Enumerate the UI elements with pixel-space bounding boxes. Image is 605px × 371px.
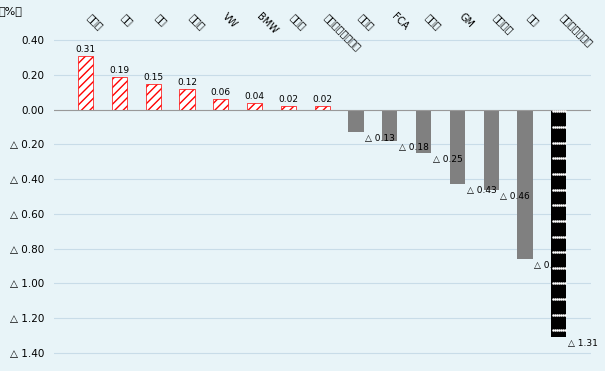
Y-axis label: （%）: （%） [0, 6, 22, 16]
Bar [416, 110, 431, 153]
Text: 0.15: 0.15 [143, 73, 163, 82]
Bar [78, 56, 93, 110]
Bar [146, 83, 161, 110]
Text: 0.12: 0.12 [177, 78, 197, 87]
Text: 0.19: 0.19 [110, 66, 129, 75]
Text: 0.02: 0.02 [312, 95, 332, 104]
Text: △ 0.25: △ 0.25 [433, 155, 463, 164]
Text: △ 0.46: △ 0.46 [500, 192, 530, 201]
Bar [315, 106, 330, 110]
Text: 0.31: 0.31 [76, 45, 96, 54]
Text: △ 0.13: △ 0.13 [365, 134, 395, 143]
Text: △ 0.18: △ 0.18 [399, 143, 429, 152]
Bar [180, 89, 195, 110]
Bar [213, 99, 229, 110]
Text: △ 0.43: △ 0.43 [466, 187, 497, 196]
Text: 0.02: 0.02 [278, 95, 298, 104]
Bar [483, 110, 499, 190]
Bar [112, 77, 127, 110]
Bar [281, 106, 296, 110]
Text: 0.06: 0.06 [211, 88, 231, 97]
Text: △ 0.86: △ 0.86 [534, 261, 564, 270]
Bar [551, 110, 566, 337]
Text: △ 1.31: △ 1.31 [568, 339, 598, 348]
Bar [348, 110, 364, 132]
Bar [247, 103, 262, 110]
Bar [517, 110, 532, 259]
Bar [450, 110, 465, 184]
Bar [382, 110, 397, 141]
Text: 0.04: 0.04 [244, 92, 264, 101]
